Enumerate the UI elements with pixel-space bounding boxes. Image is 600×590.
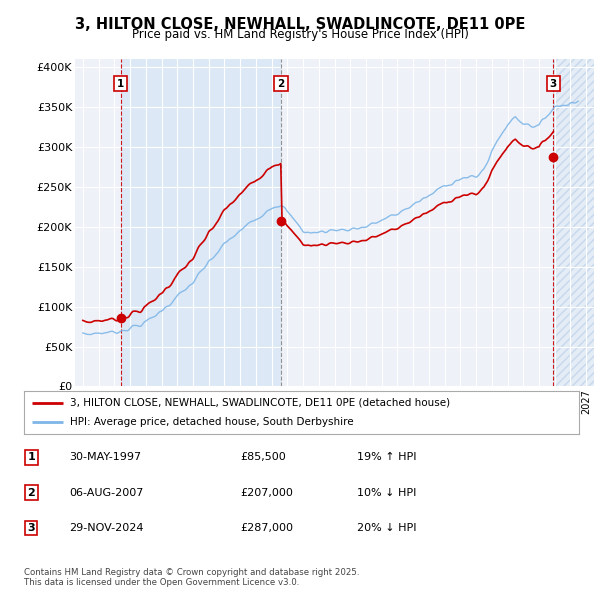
Text: 3, HILTON CLOSE, NEWHALL, SWADLINCOTE, DE11 0PE: 3, HILTON CLOSE, NEWHALL, SWADLINCOTE, D…	[75, 17, 525, 31]
Text: 10% ↓ HPI: 10% ↓ HPI	[357, 488, 416, 497]
Text: 19% ↑ HPI: 19% ↑ HPI	[357, 453, 416, 462]
Text: 20% ↓ HPI: 20% ↓ HPI	[357, 523, 416, 533]
Text: 1: 1	[117, 78, 124, 88]
Text: Contains HM Land Registry data © Crown copyright and database right 2025.
This d: Contains HM Land Registry data © Crown c…	[24, 568, 359, 587]
Bar	[553, 59, 594, 386]
Text: 2: 2	[28, 488, 35, 497]
Text: 30-MAY-1997: 30-MAY-1997	[69, 453, 141, 462]
Text: 1: 1	[28, 453, 35, 462]
Text: 06-AUG-2007: 06-AUG-2007	[69, 488, 143, 497]
Text: HPI: Average price, detached house, South Derbyshire: HPI: Average price, detached house, Sout…	[70, 417, 353, 427]
Text: £287,000: £287,000	[240, 523, 293, 533]
Bar	[121, 59, 281, 386]
Text: 3: 3	[550, 78, 557, 88]
Text: 3, HILTON CLOSE, NEWHALL, SWADLINCOTE, DE11 0PE (detached house): 3, HILTON CLOSE, NEWHALL, SWADLINCOTE, D…	[70, 398, 450, 408]
Bar	[553, 59, 594, 386]
Text: £85,500: £85,500	[240, 453, 286, 462]
Text: Price paid vs. HM Land Registry's House Price Index (HPI): Price paid vs. HM Land Registry's House …	[131, 28, 469, 41]
Text: 3: 3	[28, 523, 35, 533]
Text: 2: 2	[277, 78, 284, 88]
Text: 29-NOV-2024: 29-NOV-2024	[69, 523, 143, 533]
Text: £207,000: £207,000	[240, 488, 293, 497]
